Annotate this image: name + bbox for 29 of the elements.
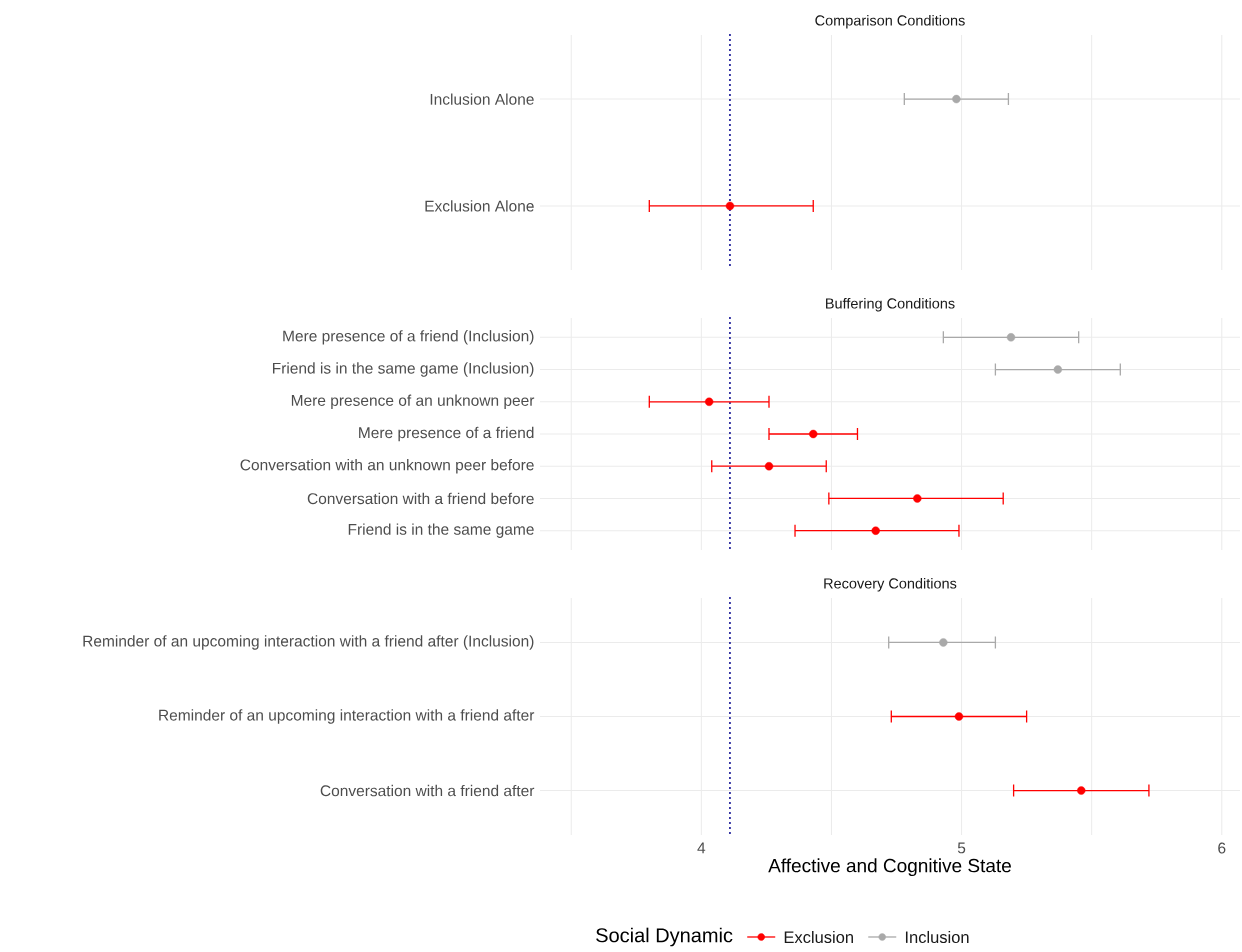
- chart-title: Recovery Conditions: [824, 577, 957, 592]
- x-tick-label: 5: [957, 842, 966, 854]
- legend-label: Inclusion: [905, 930, 969, 944]
- point: [809, 429, 818, 439]
- y-tick-label: Mere presence of a friend (Inclusion): [283, 330, 534, 345]
- point: [1006, 333, 1016, 342]
- y-tick-label: Conversation with an unknown peer before: [240, 459, 534, 474]
- y-tick-label: Friend is in the same game: [348, 523, 534, 538]
- x-axis-title: Affective and Cognitive State: [768, 858, 1011, 877]
- y-tick-label: Conversation with a friend before: [307, 492, 534, 505]
- y-tick-label: Conversation with a friend after: [320, 784, 535, 797]
- y-tick-label: Mere presence of an unknown peer: [291, 394, 535, 409]
- point: [1053, 365, 1063, 374]
- point: [913, 494, 922, 503]
- point: [764, 462, 774, 471]
- y-tick-label: Reminder of an upcoming interaction with a friend after: [159, 709, 535, 724]
- y-tick-label: Inclusion Alone: [430, 93, 534, 105]
- chart-title: Buffering Conditions: [826, 297, 955, 312]
- point: [871, 526, 880, 535]
- point: [704, 397, 714, 406]
- x-tick-label: 6: [1218, 842, 1226, 854]
- y-tick-label: Friend is in the same game (Inclusion): [272, 362, 534, 377]
- legend-title: Social Dynamic: [596, 927, 733, 947]
- x-tick-label: 4: [697, 842, 706, 854]
- chart-title: Comparison Conditions: [815, 14, 965, 29]
- y-tick-label: Mere presence of a friend: [359, 426, 534, 442]
- legend-label: Exclusion: [784, 930, 853, 944]
- y-tick-label: Reminder of an upcoming interaction with a friend after (Inclusion): [83, 635, 534, 650]
- y-tick-label: Exclusion Alone: [425, 200, 534, 212]
